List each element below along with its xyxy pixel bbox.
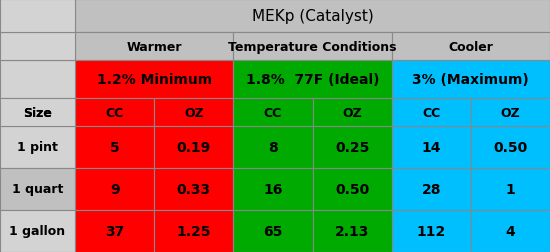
Text: 5: 5 [109, 140, 119, 154]
Bar [0, 99, 75, 127]
Text: OZ: OZ [184, 106, 204, 119]
Text: 0.50: 0.50 [335, 182, 369, 196]
Text: 65: 65 [263, 224, 283, 238]
Bar [75, 168, 154, 210]
Bar [233, 168, 312, 210]
Bar [75, 61, 233, 99]
Bar [312, 168, 392, 210]
Bar [75, 33, 233, 61]
Bar [0, 127, 75, 168]
Bar [75, 99, 154, 127]
Bar [75, 210, 154, 252]
Bar [392, 99, 471, 127]
Text: Size: Size [23, 106, 52, 119]
Bar [312, 127, 392, 168]
Bar [471, 168, 550, 210]
Text: 9: 9 [110, 182, 119, 196]
Bar [392, 168, 471, 210]
Bar [392, 210, 471, 252]
Bar [471, 210, 550, 252]
Bar [154, 168, 233, 210]
Text: 1 pint: 1 pint [17, 141, 58, 154]
Text: 112: 112 [417, 224, 446, 238]
Bar [0, 33, 75, 61]
Text: 1 gallon: 1 gallon [9, 225, 65, 238]
Text: 0.19: 0.19 [177, 140, 211, 154]
Bar [75, 0, 550, 33]
Text: 3% (Maximum): 3% (Maximum) [412, 73, 529, 87]
Bar [312, 210, 392, 252]
Text: 28: 28 [421, 182, 441, 196]
Text: CC: CC [264, 106, 282, 119]
Bar [392, 127, 471, 168]
Bar [154, 127, 233, 168]
Bar [471, 127, 550, 168]
Text: OZ: OZ [500, 106, 520, 119]
Text: 1.2% Minimum: 1.2% Minimum [97, 73, 212, 87]
Text: 1: 1 [505, 182, 515, 196]
Bar [154, 210, 233, 252]
Bar [0, 61, 75, 99]
Text: Temperature Conditions: Temperature Conditions [228, 40, 397, 53]
Text: 1.25: 1.25 [177, 224, 211, 238]
Bar [0, 168, 75, 210]
Text: 0.50: 0.50 [493, 140, 527, 154]
Bar [233, 33, 392, 61]
Bar [233, 127, 312, 168]
Bar [233, 61, 392, 99]
Bar [0, 0, 75, 33]
Bar [392, 61, 550, 99]
Text: 4: 4 [505, 224, 515, 238]
Text: 0.33: 0.33 [177, 182, 211, 196]
Text: 2.13: 2.13 [335, 224, 369, 238]
Bar [471, 99, 550, 127]
Bar [233, 210, 312, 252]
Bar [0, 99, 75, 127]
Text: 16: 16 [263, 182, 283, 196]
Bar [312, 99, 392, 127]
Text: MEKp (Catalyst): MEKp (Catalyst) [252, 9, 373, 24]
Text: 1.8%  77F (Ideal): 1.8% 77F (Ideal) [246, 73, 380, 87]
Text: 8: 8 [268, 140, 278, 154]
Bar [233, 99, 312, 127]
Bar [392, 33, 550, 61]
Text: 1 quart: 1 quart [12, 183, 63, 196]
Text: Warmer: Warmer [126, 40, 182, 53]
Text: 14: 14 [421, 140, 441, 154]
Bar [154, 99, 233, 127]
Bar [75, 127, 154, 168]
Text: CC: CC [106, 106, 124, 119]
Text: 0.25: 0.25 [335, 140, 369, 154]
Text: Cooler: Cooler [448, 40, 493, 53]
Bar [0, 210, 75, 252]
Text: CC: CC [422, 106, 441, 119]
Text: Size: Size [23, 106, 52, 119]
Text: 37: 37 [105, 224, 124, 238]
Text: OZ: OZ [342, 106, 362, 119]
